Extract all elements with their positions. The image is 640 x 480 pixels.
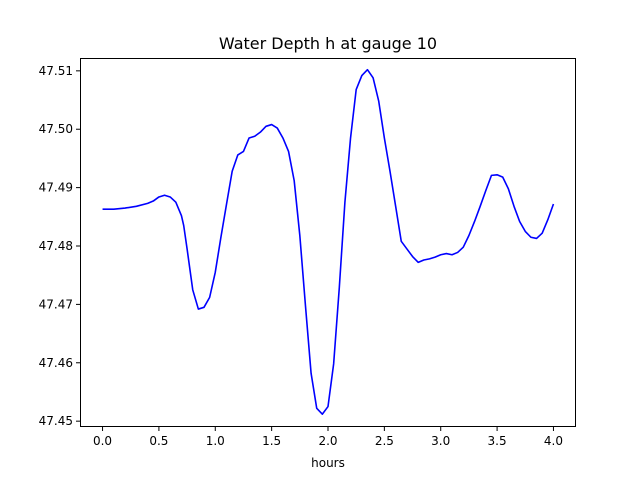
y-tick-label: 47.45	[39, 414, 73, 428]
axes-frame	[80, 58, 576, 427]
y-tick-label: 47.51	[39, 64, 73, 78]
series-line-0	[102, 68, 555, 415]
x-tick-label: 4.0	[544, 434, 563, 448]
plot-area	[80, 58, 576, 427]
y-tick-label: 47.50	[39, 122, 73, 136]
x-tick-label: 2.5	[375, 434, 394, 448]
x-tick-label: 2.0	[318, 434, 337, 448]
chart-title: Water Depth h at gauge 10	[219, 34, 437, 53]
x-tick-label: 1.0	[206, 434, 225, 448]
y-tick-label: 47.47	[39, 297, 73, 311]
y-tick-label: 47.48	[39, 239, 73, 253]
x-tick-label: 3.5	[488, 434, 507, 448]
x-tick-label: 0.5	[149, 434, 168, 448]
y-tick-label: 47.49	[39, 181, 73, 195]
y-tick-label: 47.46	[39, 356, 73, 370]
x-axis: 0.0 0.5 1.0 1.5 2.0 2.5 3.0 3.5 4.0	[93, 427, 563, 448]
y-axis: 47.45 47.46 47.47 47.48 47.49 47.50 47.51	[39, 64, 80, 428]
series-layer	[102, 68, 555, 415]
x-axis-label: hours	[311, 456, 345, 470]
x-tick-label: 1.5	[262, 434, 281, 448]
x-tick-label: 3.0	[431, 434, 450, 448]
x-tick-label: 0.0	[93, 434, 112, 448]
